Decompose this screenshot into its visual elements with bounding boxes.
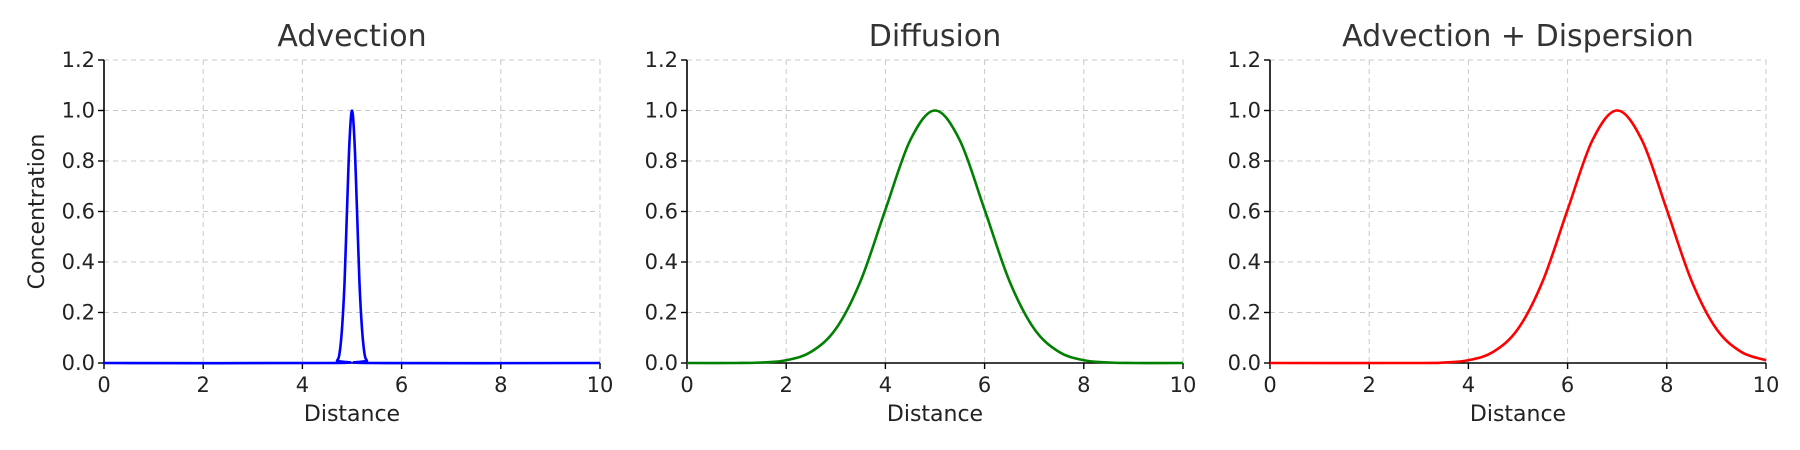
y-tick-label: 1.2 <box>62 48 95 72</box>
y-tick-label: 0.8 <box>62 149 95 173</box>
x-tick-label: 0 <box>1263 373 1276 397</box>
x-tick-label: 4 <box>296 373 309 397</box>
series-line-diffusion <box>686 109 1184 365</box>
x-tick-label: 0 <box>97 373 110 397</box>
y-tick-label: 0.6 <box>645 200 678 224</box>
x-tick-label: 2 <box>1363 373 1376 397</box>
chart-title: Advection <box>277 19 426 54</box>
x-axis-label: Distance <box>304 402 400 427</box>
y-axis-label: Concentration <box>25 134 50 290</box>
series-line-advection-dispersion <box>1269 109 1767 365</box>
x-tick-label: 10 <box>587 373 614 397</box>
y-tick-label: 0.0 <box>1228 351 1261 375</box>
y-tick-label: 0.2 <box>62 301 95 325</box>
y-tick-label: 0.8 <box>1228 149 1261 173</box>
y-tick-label: 0.4 <box>62 250 95 274</box>
y-tick-label: 0.2 <box>1228 301 1261 325</box>
y-tick-label: 1.2 <box>1228 48 1261 72</box>
x-tick-label: 10 <box>1170 373 1197 397</box>
x-tick-label: 0 <box>680 373 693 397</box>
y-tick-label: 0.0 <box>62 351 95 375</box>
y-tick-label: 0.6 <box>1228 200 1261 224</box>
y-tick-label: 0.8 <box>645 149 678 173</box>
chart-panel-2: 0 2 4 6 8 10 0.0 0.2 0.4 0.6 0.8 1.0 1.2 Diffusion Dis… <box>645 19 1197 427</box>
x-tick-label: 8 <box>1077 373 1090 397</box>
series-line-advection <box>103 109 601 365</box>
x-tick-label: 6 <box>978 373 991 397</box>
y-tick-label: 1.0 <box>1228 99 1261 123</box>
x-axis-label: Distance <box>1470 402 1566 427</box>
y-tick-label: 0.0 <box>645 351 678 375</box>
x-tick-label: 8 <box>494 373 507 397</box>
x-tick-label: 6 <box>395 373 408 397</box>
y-tick-label: 1.0 <box>62 99 95 123</box>
y-tick-label: 0.2 <box>645 301 678 325</box>
x-axis-label: Distance <box>887 402 983 427</box>
x-tick-label: 10 <box>1753 373 1780 397</box>
x-tick-label: 4 <box>879 373 892 397</box>
y-tick-label: 0.4 <box>1228 250 1261 274</box>
chart-panel-3: 0 2 4 6 8 10 0.0 0.2 0.4 0.6 0.8 1.0 1.2 Advection + … <box>1228 19 1780 427</box>
chart-title: Diffusion <box>869 19 1001 54</box>
y-tick-label: 1.2 <box>645 48 678 72</box>
chart-title: Advection + Dispersion <box>1342 19 1694 54</box>
y-tick-label: 1.0 <box>645 99 678 123</box>
x-tick-label: 2 <box>780 373 793 397</box>
x-tick-label: 4 <box>1462 373 1475 397</box>
x-tick-label: 8 <box>1660 373 1673 397</box>
x-tick-label: 2 <box>197 373 210 397</box>
chart-panel-1: 0 2 4 6 8 10 0.0 0.2 0.4 0.6 0.8 1.0 1.2 Advection Dis… <box>25 19 613 427</box>
y-tick-label: 0.6 <box>62 200 95 224</box>
x-tick-label: 6 <box>1561 373 1574 397</box>
y-tick-label: 0.4 <box>645 250 678 274</box>
